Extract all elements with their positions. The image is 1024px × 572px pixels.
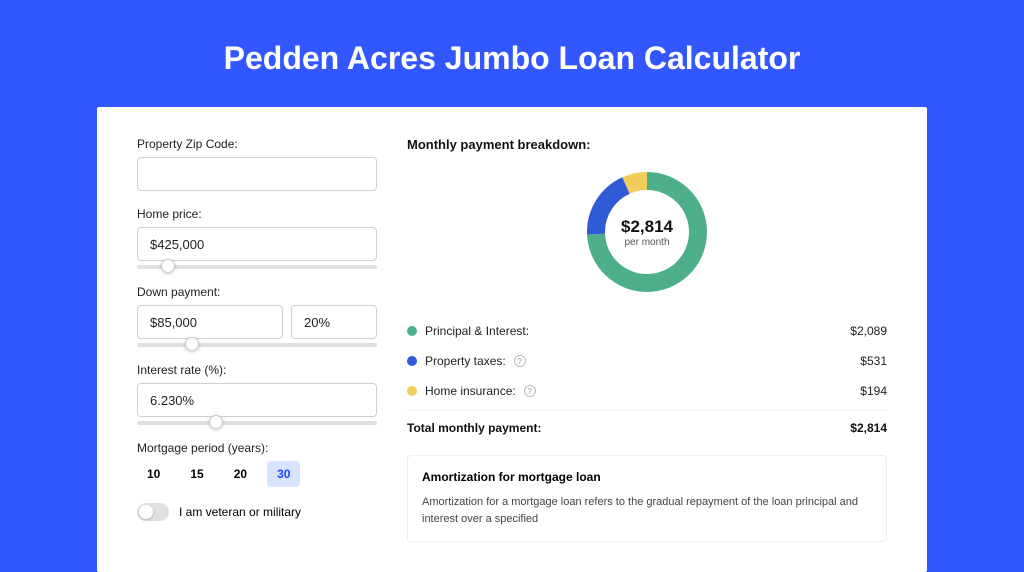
legend-value: $194 — [860, 384, 887, 398]
mortgage-period-field: Mortgage period (years): 10 15 20 30 — [137, 441, 377, 487]
interest-rate-field: Interest rate (%): — [137, 363, 377, 425]
mortgage-period-options: 10 15 20 30 — [137, 461, 377, 487]
home-price-slider[interactable] — [137, 265, 377, 269]
legend-value: $2,089 — [850, 324, 887, 338]
legend-row: Property taxes:? $531 — [407, 346, 887, 376]
legend-dot — [407, 326, 417, 336]
down-payment-amount-input[interactable] — [137, 305, 283, 339]
interest-rate-label: Interest rate (%): — [137, 363, 377, 377]
veteran-toggle[interactable] — [137, 503, 169, 521]
donut-chart: $2,814 per month — [587, 172, 707, 292]
zip-input[interactable] — [137, 157, 377, 191]
veteran-label: I am veteran or military — [179, 505, 301, 519]
total-row: Total monthly payment: $2,814 — [407, 410, 887, 435]
legend-dot — [407, 356, 417, 366]
legend-value: $531 — [860, 354, 887, 368]
legend-label: Home insurance: — [425, 384, 516, 398]
period-option-20[interactable]: 20 — [224, 461, 257, 487]
zip-label: Property Zip Code: — [137, 137, 377, 151]
legend-dot — [407, 386, 417, 396]
legend-row: Principal & Interest: $2,089 — [407, 316, 887, 346]
amortization-box: Amortization for mortgage loan Amortizat… — [407, 455, 887, 542]
donut-chart-wrap: $2,814 per month — [407, 172, 887, 292]
interest-rate-slider-thumb[interactable] — [209, 415, 223, 429]
legend-label: Property taxes: — [425, 354, 506, 368]
donut-center-amount: $2,814 — [621, 217, 673, 237]
legend: Principal & Interest: $2,089 Property taxe… — [407, 316, 887, 406]
mortgage-period-label: Mortgage period (years): — [137, 441, 377, 455]
legend-row: Home insurance:? $194 — [407, 376, 887, 406]
period-option-30[interactable]: 30 — [267, 461, 300, 487]
amortization-text: Amortization for a mortgage loan refers … — [422, 494, 872, 527]
down-payment-field: Down payment: — [137, 285, 377, 347]
legend-label: Principal & Interest: — [425, 324, 529, 338]
form-panel: Property Zip Code: Home price: Down paym… — [137, 137, 377, 542]
page-title: Pedden Acres Jumbo Loan Calculator — [0, 0, 1024, 107]
breakdown-title: Monthly payment breakdown: — [407, 137, 887, 152]
calculator-card: Property Zip Code: Home price: Down paym… — [97, 107, 927, 572]
veteran-toggle-knob — [139, 505, 153, 519]
down-payment-slider-thumb[interactable] — [185, 337, 199, 351]
total-value: $2,814 — [850, 421, 887, 435]
donut-center-sub: per month — [624, 237, 669, 248]
home-price-slider-thumb[interactable] — [161, 259, 175, 273]
amortization-title: Amortization for mortgage loan — [422, 470, 872, 484]
interest-rate-slider[interactable] — [137, 421, 377, 425]
home-price-input[interactable] — [137, 227, 377, 261]
down-payment-percent-input[interactable] — [291, 305, 377, 339]
info-icon[interactable]: ? — [514, 355, 526, 367]
home-price-field: Home price: — [137, 207, 377, 269]
down-payment-label: Down payment: — [137, 285, 377, 299]
home-price-label: Home price: — [137, 207, 377, 221]
info-icon[interactable]: ? — [524, 385, 536, 397]
veteran-toggle-row: I am veteran or military — [137, 503, 377, 521]
zip-field: Property Zip Code: — [137, 137, 377, 191]
results-panel: Monthly payment breakdown: $2,814 per mo… — [407, 137, 887, 542]
period-option-15[interactable]: 15 — [180, 461, 213, 487]
total-label: Total monthly payment: — [407, 421, 541, 435]
period-option-10[interactable]: 10 — [137, 461, 170, 487]
down-payment-slider[interactable] — [137, 343, 377, 347]
interest-rate-input[interactable] — [137, 383, 377, 417]
